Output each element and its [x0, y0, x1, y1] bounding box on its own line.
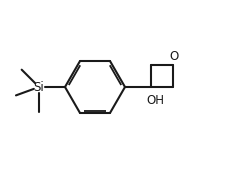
Text: O: O — [169, 50, 178, 62]
Text: OH: OH — [146, 94, 164, 106]
Text: Si: Si — [34, 80, 44, 94]
